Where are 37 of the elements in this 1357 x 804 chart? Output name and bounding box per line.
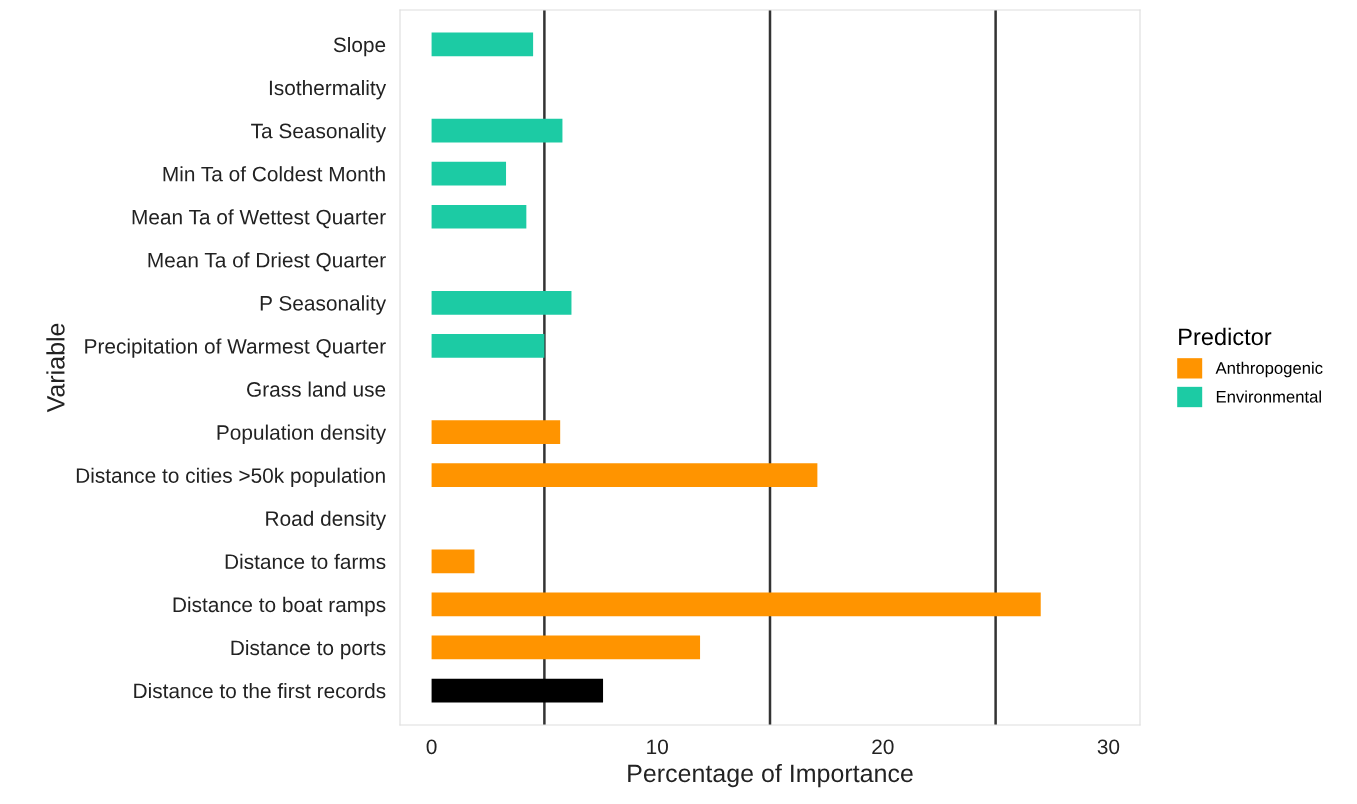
bar xyxy=(431,635,701,660)
x-axis-title: Percentage of Importance xyxy=(628,763,913,788)
y-tick-label: Mean Ta of Wettest Quarter xyxy=(132,209,386,229)
y-tick-label: Distance to the first records xyxy=(134,682,386,699)
x-tick-label: 10 xyxy=(647,739,668,755)
y-tick-label: Ta Seasonality xyxy=(251,123,387,143)
bar xyxy=(431,549,475,574)
y-tick-label: Mean Ta of Driest Quarter xyxy=(148,252,386,272)
bar xyxy=(431,463,818,488)
y-tick-label: Min Ta of Coldest Month xyxy=(163,166,385,182)
bar xyxy=(431,161,507,186)
y-tick-label: Grass land use xyxy=(247,381,386,397)
bar xyxy=(431,592,1041,617)
y-axis-title: Variable xyxy=(46,323,65,413)
y-tick-label: Distance to farms xyxy=(225,553,386,570)
bar xyxy=(431,678,604,703)
y-tick-label: Slope xyxy=(333,36,386,57)
bar xyxy=(431,420,561,444)
legend-label: Environmental xyxy=(1216,390,1321,403)
x-tick-label: 30 xyxy=(1097,739,1120,755)
x-tick-label: 0 xyxy=(426,739,437,755)
y-tick-label: Distance to boat ramps xyxy=(173,596,386,617)
bar xyxy=(431,204,527,229)
x-tick-label: 20 xyxy=(872,739,894,755)
legend-title: Predictor xyxy=(1179,327,1272,346)
legend-label: Anthropogenic xyxy=(1215,361,1323,378)
bar xyxy=(431,32,534,57)
y-tick-label: Distance to ports xyxy=(231,639,386,660)
bar xyxy=(431,334,545,358)
bar xyxy=(431,118,563,143)
y-tick-label: Road density xyxy=(266,510,387,531)
y-tick-label: Precipitation of Warmest Quarter xyxy=(85,338,386,358)
y-tick-label: Population density xyxy=(217,424,387,444)
y-tick-label: Isothermality xyxy=(269,79,387,100)
y-tick-label: P Seasonality xyxy=(260,295,387,315)
y-tick-label: Distance to cities >50k population xyxy=(76,467,385,488)
bar xyxy=(431,291,572,315)
